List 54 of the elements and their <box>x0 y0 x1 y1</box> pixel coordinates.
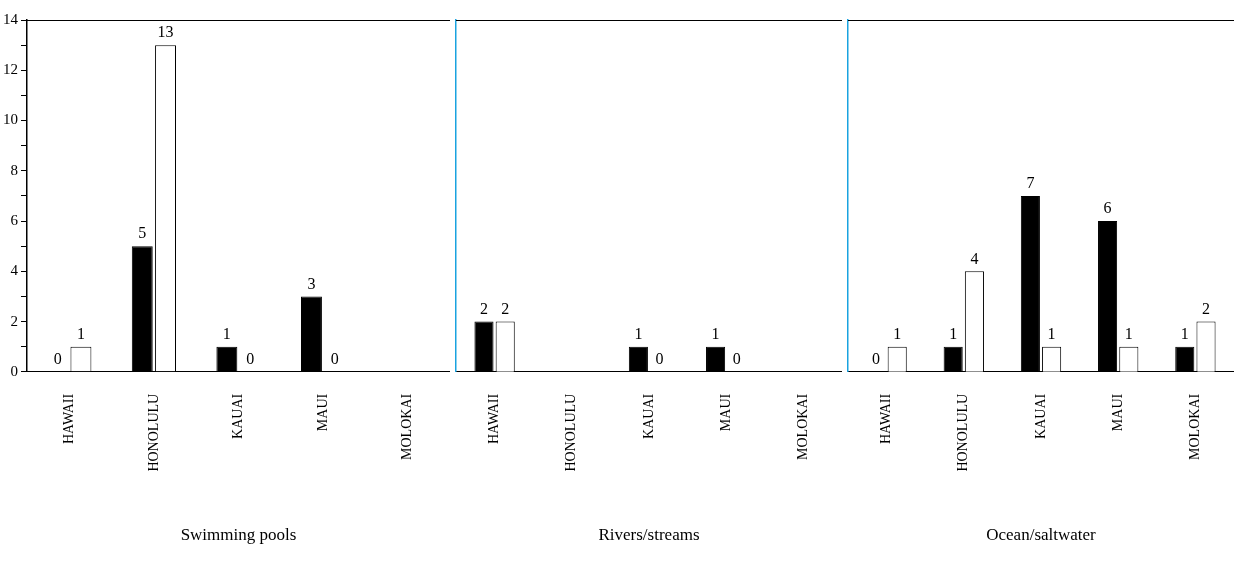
data-label: 1 <box>711 324 720 342</box>
data-label: 2 <box>1202 299 1211 317</box>
data-label: 1 <box>222 324 231 342</box>
x-axis-title: Ocean/saltwater <box>986 525 1097 545</box>
y-tick-label: 6 <box>10 211 19 228</box>
data-label: 0 <box>53 350 62 368</box>
y-tick-label: 8 <box>10 161 18 178</box>
data-label: 1 <box>949 324 958 342</box>
y-tick-label: 10 <box>3 111 18 128</box>
data-label: 1 <box>1180 324 1189 342</box>
data-label: 13 <box>157 23 174 41</box>
data-label: 1 <box>634 324 643 342</box>
data-label: 6 <box>1103 199 1112 217</box>
x-tick-label: HONOLULU <box>145 393 161 472</box>
x-tick-label: MAUI <box>1109 393 1125 432</box>
data-label: 4 <box>970 249 979 267</box>
data-label: 0 <box>246 350 255 368</box>
x-tick-label: HONOLULU <box>955 393 971 472</box>
x-tick-label: KAUAI <box>230 393 246 439</box>
data-label: 0 <box>655 350 664 368</box>
x-axis-title: Rivers/streams <box>598 525 700 545</box>
x-tick-label: HAWAII <box>60 393 76 445</box>
x-tick-label: HAWAII <box>878 393 894 445</box>
data-label: 5 <box>138 224 147 242</box>
bar <box>1098 221 1118 372</box>
x-tick-label: KAUAI <box>640 393 656 439</box>
data-label: 0 <box>330 350 339 368</box>
data-label: 0 <box>732 350 741 368</box>
x-tick-label: MOLOKAI <box>399 393 415 460</box>
data-label: 7 <box>1026 174 1035 192</box>
x-tick-label: MAUI <box>314 393 330 432</box>
y-tick-label: 4 <box>10 262 19 279</box>
data-label: 1 <box>76 324 85 342</box>
x-tick-label: MAUI <box>717 393 733 432</box>
bar <box>1020 195 1040 372</box>
data-label: 1 <box>893 324 902 342</box>
y-tick-label: 12 <box>3 61 18 78</box>
x-tick-label: MOLOKAI <box>1187 393 1203 460</box>
y-tick-label: 2 <box>10 312 18 329</box>
bar <box>1175 346 1195 372</box>
y-tick-label: 0 <box>10 362 18 379</box>
data-label: 2 <box>501 299 510 317</box>
y-tick-label: 14 <box>3 10 19 27</box>
data-label: 2 <box>479 299 488 317</box>
x-tick-label: HAWAII <box>486 393 502 445</box>
bar <box>943 346 963 372</box>
x-tick-label: KAUAI <box>1032 393 1048 439</box>
x-tick-label: MOLOKAI <box>795 393 811 460</box>
data-label: 0 <box>871 350 880 368</box>
data-label: 1 <box>1124 324 1133 342</box>
data-label: 3 <box>307 274 316 292</box>
x-tick-label: HONOLULU <box>563 393 579 472</box>
x-axis-title: Swimming pools <box>180 525 297 545</box>
data-label: 1 <box>1047 324 1056 342</box>
